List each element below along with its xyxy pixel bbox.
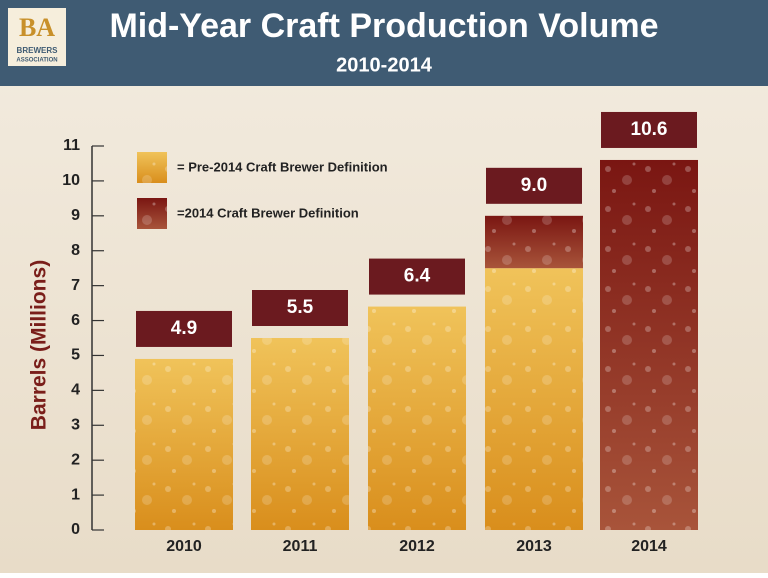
bar-texture <box>135 358 233 530</box>
value-label-box <box>252 290 348 326</box>
chart-title: Mid-Year Craft Production Volume <box>109 7 658 45</box>
logo-mark: BA <box>19 13 55 42</box>
x-tick-label: 2011 <box>283 538 318 555</box>
value-label-box <box>486 167 582 204</box>
y-tick-label: 11 <box>63 137 80 154</box>
value-label-box <box>601 111 697 148</box>
y-tick-label: 0 <box>71 521 80 538</box>
bar-texture <box>600 159 698 531</box>
value-label-box <box>136 310 232 347</box>
y-axis-label: Barrels (Millions) <box>28 260 51 430</box>
y-tick-label: 9 <box>71 207 80 224</box>
bar-texture <box>485 268 583 530</box>
x-tick-label: 2014 <box>631 538 667 555</box>
value-label: 6.4 <box>404 266 431 287</box>
y-tick-label: 2 <box>71 451 80 468</box>
legend-texture <box>137 198 167 229</box>
logo-text: ASSOCIATION <box>16 58 57 64</box>
x-tick-label: 2010 <box>166 538 202 555</box>
logo-text: BREWERS <box>17 46 59 55</box>
y-tick-label: 1 <box>71 486 80 503</box>
y-tick-label: 8 <box>71 242 80 259</box>
bar-texture <box>368 306 466 530</box>
y-tick-label: 10 <box>62 172 80 189</box>
legend-label: = Pre-2014 Craft Brewer Definition <box>177 159 388 174</box>
x-tick-label: 2012 <box>399 538 435 555</box>
chart-subtitle: 2010-2014 <box>336 54 433 76</box>
legend-label: =2014 Craft Brewer Definition <box>177 205 359 220</box>
bar-texture <box>485 215 583 269</box>
value-label: 10.6 <box>631 119 668 140</box>
value-label: 4.9 <box>171 318 197 339</box>
logo <box>8 8 66 66</box>
y-tick-label: 3 <box>71 416 80 433</box>
y-tick-label: 5 <box>71 347 80 364</box>
value-label: 5.5 <box>287 297 314 318</box>
legend-texture <box>137 152 167 183</box>
header <box>0 0 768 86</box>
y-tick-label: 7 <box>71 277 80 294</box>
value-label: 9.0 <box>521 175 547 196</box>
y-tick-label: 4 <box>71 382 80 399</box>
y-tick-label: 6 <box>71 312 80 329</box>
bar-texture <box>251 338 349 530</box>
x-tick-label: 2013 <box>516 538 552 555</box>
value-label-box <box>369 258 465 295</box>
